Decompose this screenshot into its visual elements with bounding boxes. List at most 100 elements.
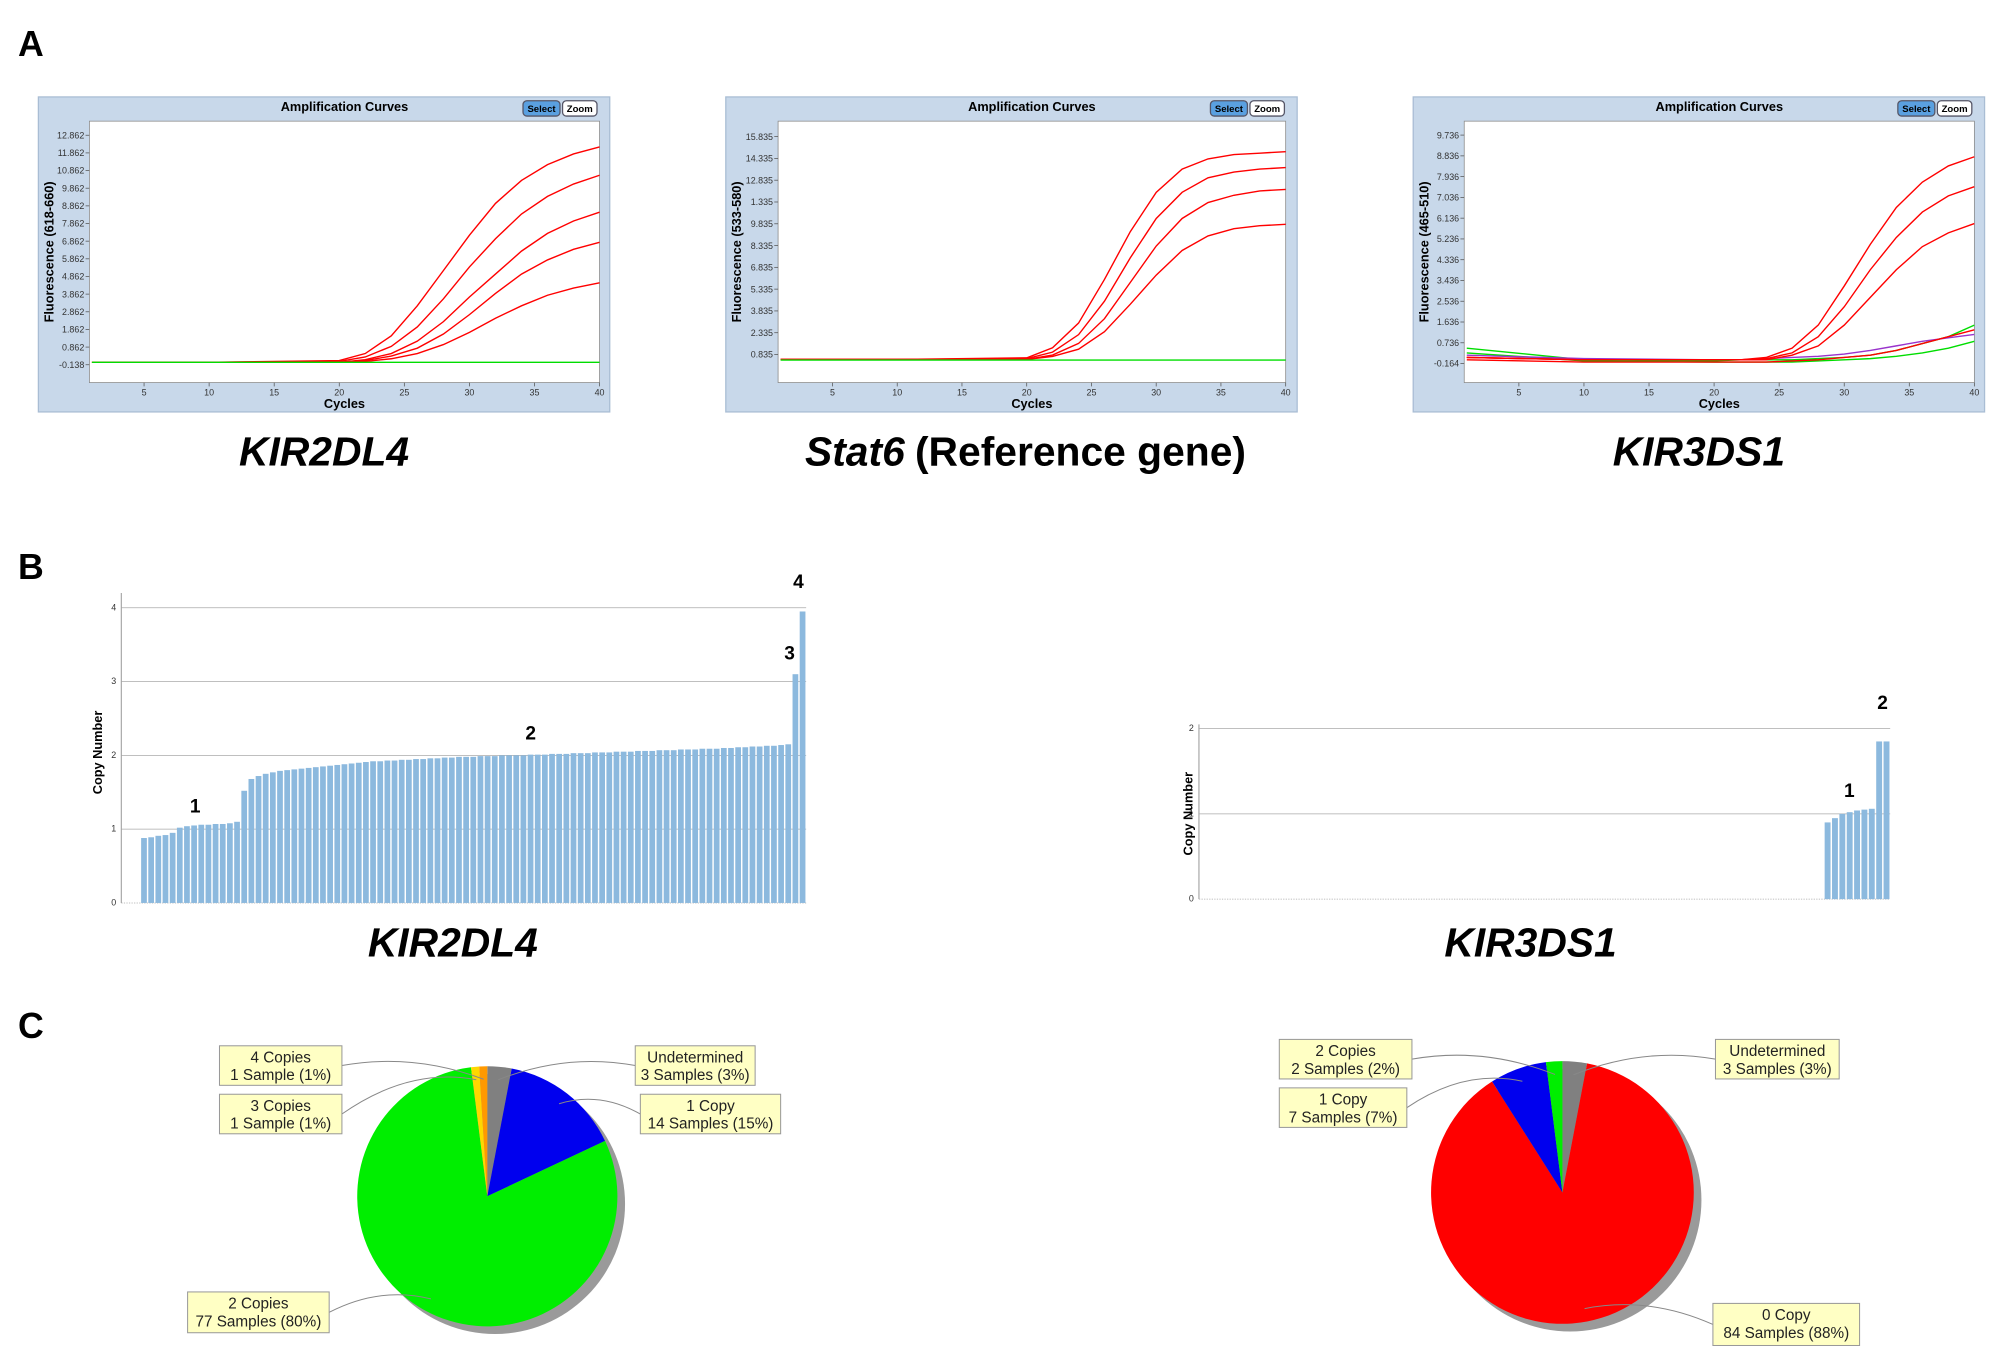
bar [262,773,269,903]
bar [728,747,734,903]
y-tick-label: 1 [111,824,116,834]
x-tick-label: 25 [1774,387,1784,397]
bar [678,749,684,903]
curve [1466,329,1975,363]
bar [792,674,799,903]
bar [176,827,183,903]
bar [713,748,720,903]
y-tick-label: 9.835 [751,219,773,229]
callout-value: 14 Samples (15%) [648,1116,774,1133]
x-tick-label: 10 [204,387,214,397]
callout-value: 1 Sample (1%) [230,1116,331,1133]
y-tick-label: 1.862 [62,325,84,335]
bar [384,760,391,903]
bar [320,766,326,903]
bar [1839,813,1846,900]
y-tick-label: 2.862 [62,307,84,317]
pie-slice [1545,1061,1563,1193]
x-tick-label: 15 [957,387,967,397]
y-tick-label: 10.862 [57,166,84,176]
x-tick-label: 35 [1216,387,1226,397]
bar [255,776,262,903]
x-tick-label: 40 [1969,387,1979,397]
chart-title: Amplification Curves [968,99,1096,114]
bar [685,749,691,903]
y-tick-label: 1.636 [1437,317,1459,327]
caption-part: Stat6 [805,429,905,475]
chart-title: Amplification Curves [1656,99,1784,114]
bar [413,759,419,903]
button [561,100,598,117]
bar [563,753,570,903]
bar [155,835,162,903]
x-tick-label: 10 [1579,387,1589,397]
y-tick-label: 6.835 [751,263,773,273]
bar [491,756,498,903]
bar [420,759,427,903]
bar [334,764,341,903]
y-tick-label: 0.835 [751,350,773,360]
y-tick-label: 9.736 [1437,130,1459,140]
annotation: 4 [793,572,804,593]
bar [456,756,462,903]
callout-value: 2 Samples (2%) [1291,1061,1400,1078]
caption-part: (Reference gene) [915,429,1246,475]
y-tick-label: 4.336 [1437,255,1459,265]
pie-slice [1492,1062,1563,1193]
x-tick-label: 25 [399,387,409,397]
x-axis-label: Cycles [1699,396,1740,411]
callout-value: 3 Samples (3%) [641,1067,750,1084]
bar [248,778,255,903]
button [1249,100,1286,117]
bar [405,759,412,903]
callout-box [187,1291,330,1334]
x-tick-label: 30 [1151,387,1161,397]
plot-area [1463,120,1975,383]
caption: KIR2DL4 [368,920,538,966]
bar [291,769,298,903]
button-label: Select [1215,104,1244,115]
y-tick-label: 1 [1189,808,1194,818]
bar [434,758,441,903]
bar [556,753,563,903]
bar [484,756,491,903]
x-tick-label: 20 [1022,387,1032,397]
bar [527,754,534,903]
bar [699,748,706,903]
annotation: 3 [784,643,795,664]
bar [370,761,376,903]
button [1936,100,1973,117]
pie-slice [357,1067,618,1327]
bar [592,752,598,903]
bar [670,750,677,903]
callout-value: 7 Samples (7%) [1289,1109,1398,1126]
bar [169,832,176,903]
bar [620,751,627,903]
bar [1854,810,1861,900]
bar [219,823,226,903]
y-tick-label: -0.138 [59,360,84,370]
callout-value: 1 Sample (1%) [230,1067,331,1084]
leader-line [1573,1054,1716,1076]
y-tick-label: 5.236 [1437,234,1459,244]
button-label: Zoom [1254,104,1280,115]
bar [635,750,641,903]
bar [269,772,276,903]
callout-category: Undetermined [647,1049,743,1066]
y-axis-label: Fluorescence (618-660) [42,181,57,322]
y-tick-label: 3.862 [62,289,84,299]
annotation: 1 [1844,781,1855,802]
button-label: Zoom [1942,104,1968,115]
bar [162,835,169,903]
y-axis-label: Copy Number [1181,772,1196,856]
callout-box [1278,1038,1413,1080]
bar [749,746,756,903]
pie-slice [471,1066,488,1197]
bar [391,760,398,903]
bar [692,749,699,903]
bar [520,755,527,903]
y-tick-label: 8.335 [751,241,773,251]
curve [1466,222,1975,361]
plot-area [89,120,600,383]
bar [763,745,770,903]
